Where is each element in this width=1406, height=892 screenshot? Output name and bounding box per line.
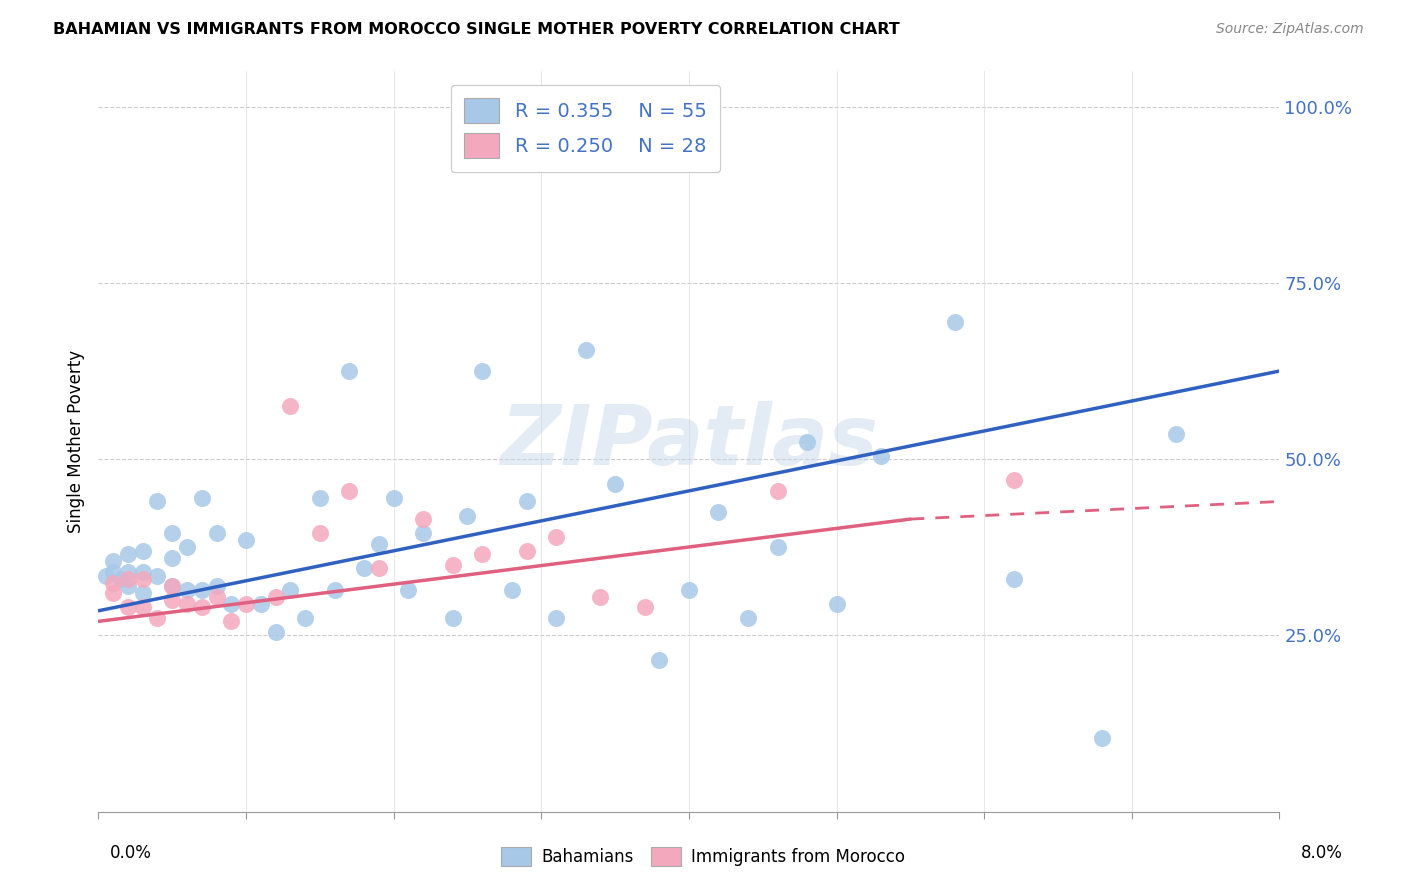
Point bbox=[368, 537, 391, 551]
Point bbox=[205, 590, 228, 604]
Point bbox=[146, 611, 169, 625]
Point bbox=[117, 547, 139, 561]
Point bbox=[191, 600, 214, 615]
Point bbox=[1091, 731, 1114, 745]
Point bbox=[501, 582, 523, 597]
Point bbox=[235, 533, 257, 548]
Point bbox=[176, 541, 198, 555]
Point bbox=[382, 491, 405, 505]
Legend: R = 0.355    N = 55, R = 0.250    N = 28: R = 0.355 N = 55, R = 0.250 N = 28 bbox=[451, 85, 720, 171]
Y-axis label: Single Mother Poverty: Single Mother Poverty bbox=[66, 350, 84, 533]
Point bbox=[280, 399, 302, 413]
Point bbox=[132, 565, 155, 579]
Point bbox=[162, 550, 183, 565]
Point bbox=[825, 597, 848, 611]
Point bbox=[264, 624, 287, 639]
Point bbox=[235, 597, 257, 611]
Point bbox=[250, 597, 273, 611]
Point bbox=[634, 600, 657, 615]
Point bbox=[117, 600, 139, 615]
Point bbox=[162, 579, 183, 593]
Point bbox=[339, 483, 361, 498]
Point bbox=[103, 554, 125, 568]
Point bbox=[176, 597, 198, 611]
Legend: Bahamians, Immigrants from Morocco: Bahamians, Immigrants from Morocco bbox=[494, 838, 912, 875]
Point bbox=[191, 491, 214, 505]
Text: 0.0%: 0.0% bbox=[110, 844, 152, 862]
Point bbox=[132, 586, 155, 600]
Point bbox=[309, 526, 332, 541]
Point bbox=[575, 343, 598, 357]
Point bbox=[796, 434, 818, 449]
Point bbox=[589, 590, 612, 604]
Point bbox=[1002, 572, 1025, 586]
Point bbox=[707, 505, 730, 519]
Point bbox=[146, 568, 169, 582]
Point bbox=[132, 600, 155, 615]
Point bbox=[162, 579, 183, 593]
Point bbox=[339, 364, 361, 378]
Point bbox=[766, 541, 789, 555]
Point bbox=[221, 615, 243, 629]
Point bbox=[516, 544, 538, 558]
Point bbox=[943, 315, 966, 329]
Point bbox=[117, 572, 139, 586]
Point bbox=[412, 526, 434, 541]
Point bbox=[309, 491, 332, 505]
Point bbox=[471, 364, 494, 378]
Point bbox=[471, 547, 494, 561]
Point bbox=[221, 597, 243, 611]
Point bbox=[176, 582, 198, 597]
Point bbox=[323, 582, 346, 597]
Point bbox=[737, 611, 759, 625]
Point bbox=[264, 590, 287, 604]
Point bbox=[205, 526, 228, 541]
Point bbox=[516, 494, 538, 508]
Point bbox=[110, 572, 132, 586]
Point bbox=[412, 512, 434, 526]
Point bbox=[353, 561, 375, 575]
Point bbox=[546, 530, 568, 544]
Point bbox=[132, 572, 155, 586]
Point bbox=[546, 611, 568, 625]
Point bbox=[870, 449, 893, 463]
Point bbox=[162, 593, 183, 607]
Text: BAHAMIAN VS IMMIGRANTS FROM MOROCCO SINGLE MOTHER POVERTY CORRELATION CHART: BAHAMIAN VS IMMIGRANTS FROM MOROCCO SING… bbox=[53, 22, 900, 37]
Point bbox=[205, 579, 228, 593]
Point bbox=[162, 526, 183, 541]
Point bbox=[457, 508, 479, 523]
Point bbox=[103, 575, 125, 590]
Point bbox=[146, 494, 169, 508]
Point bbox=[368, 561, 391, 575]
Point bbox=[1166, 427, 1188, 442]
Point bbox=[117, 579, 139, 593]
Point bbox=[94, 568, 117, 582]
Text: Source: ZipAtlas.com: Source: ZipAtlas.com bbox=[1216, 22, 1364, 37]
Point bbox=[132, 544, 155, 558]
Point bbox=[1002, 473, 1025, 487]
Point bbox=[605, 476, 627, 491]
Point bbox=[766, 483, 789, 498]
Point bbox=[398, 582, 420, 597]
Text: 8.0%: 8.0% bbox=[1301, 844, 1343, 862]
Point bbox=[117, 565, 139, 579]
Point bbox=[441, 558, 464, 572]
Point bbox=[678, 582, 700, 597]
Point bbox=[103, 565, 125, 579]
Point bbox=[280, 582, 302, 597]
Point bbox=[191, 582, 214, 597]
Point bbox=[294, 611, 316, 625]
Point bbox=[441, 611, 464, 625]
Point bbox=[103, 586, 125, 600]
Text: ZIPatlas: ZIPatlas bbox=[501, 401, 877, 482]
Point bbox=[648, 653, 671, 667]
